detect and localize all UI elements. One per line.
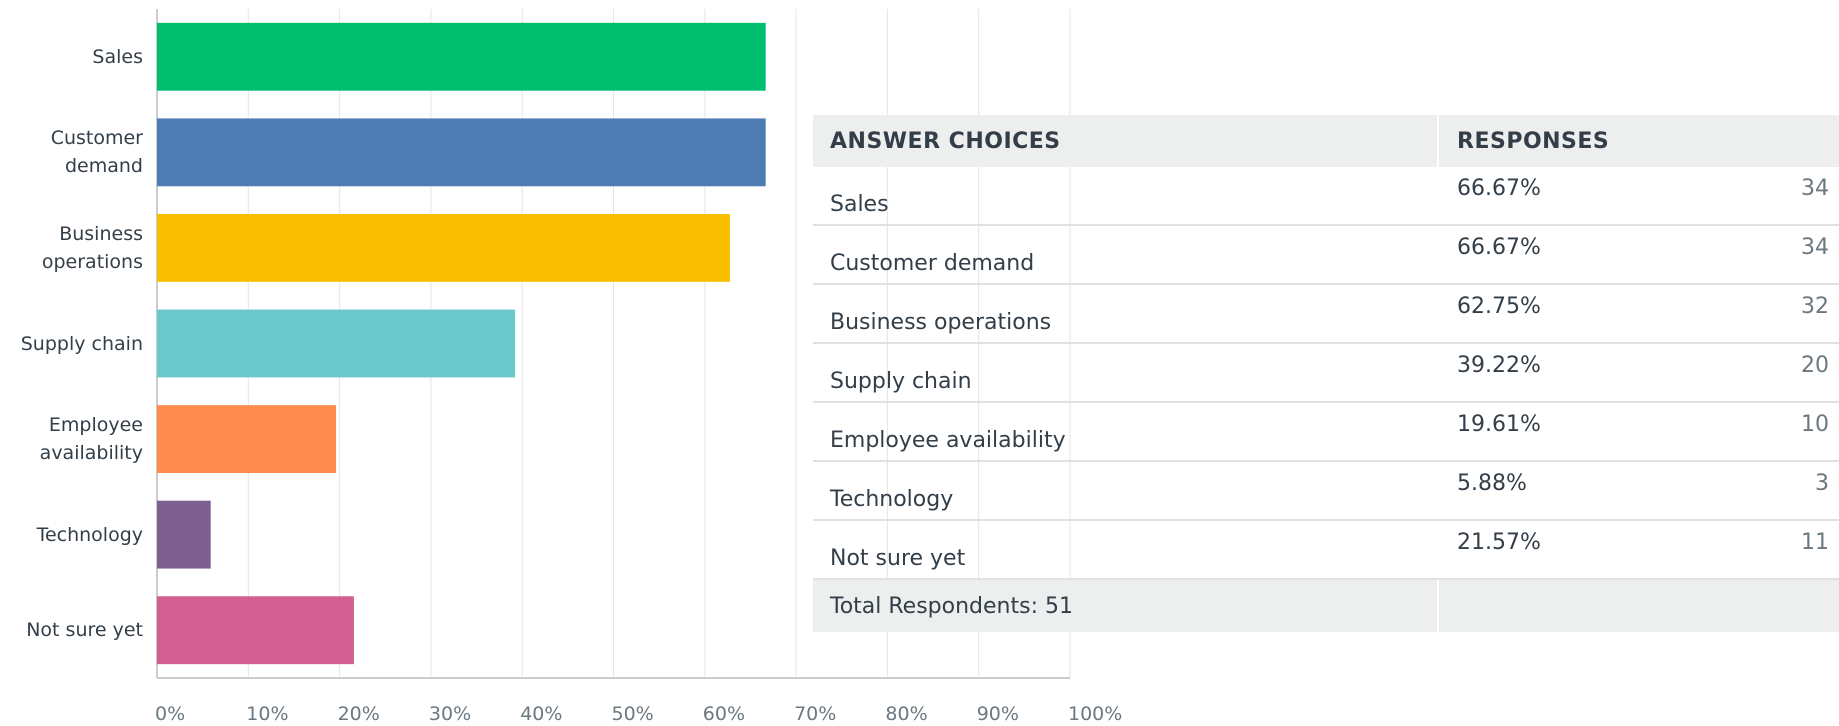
row-border (813, 460, 1839, 462)
answer-choice: Employee availability (830, 428, 1066, 453)
y-tick-label: Technology (36, 523, 143, 546)
row-border (813, 342, 1839, 344)
answer-choice: Technology (830, 487, 954, 512)
response-count: 34 (1801, 175, 1829, 201)
x-tick-label: 30% (429, 703, 471, 725)
x-tick-label: 0% (155, 703, 185, 725)
y-tick-label: Business operations (41, 222, 143, 273)
bar (157, 214, 730, 282)
response-count: 32 (1801, 293, 1829, 319)
response-percent: 66.67% (1457, 234, 1541, 260)
x-tick-label: 100% (1068, 703, 1122, 725)
x-tick-label: 60% (703, 703, 745, 725)
x-tick-label: 70% (794, 703, 836, 725)
answer-choice: Business operations (830, 310, 1052, 335)
bar (157, 118, 766, 187)
x-tick-label: 90% (977, 703, 1019, 725)
bar (157, 500, 211, 569)
row-border (813, 519, 1839, 521)
y-tick-label: Supply chain (20, 332, 143, 355)
response-count: 11 (1801, 529, 1829, 555)
bar (157, 22, 766, 91)
row-border (813, 224, 1839, 226)
response-percent: 19.61% (1457, 411, 1541, 437)
y-tick-label: Customer demand (50, 127, 143, 178)
header-cell: RESPONSES (1439, 115, 1839, 167)
row-border (813, 401, 1839, 403)
row-border (813, 283, 1839, 285)
row-border (813, 578, 1839, 580)
bar (157, 309, 516, 378)
bar (157, 596, 354, 665)
header-cell: ANSWER CHOICES (813, 115, 1437, 167)
answer-choice: Not sure yet (830, 546, 966, 571)
y-tick-label: Not sure yet (26, 619, 143, 642)
bar (157, 405, 337, 473)
response-percent: 62.75% (1457, 293, 1541, 319)
y-tick-label: Employee availability (39, 414, 143, 465)
total-row (1439, 580, 1839, 632)
x-tick-label: 10% (246, 703, 288, 725)
answer-choice: Sales (830, 192, 889, 217)
response-count: 10 (1801, 411, 1829, 437)
response-percent: 39.22% (1457, 352, 1541, 378)
response-count: 20 (1801, 352, 1829, 378)
x-tick-label: 20% (338, 703, 380, 725)
response-percent: 66.67% (1457, 175, 1541, 201)
response-count: 34 (1801, 234, 1829, 260)
response-percent: 5.88% (1457, 470, 1527, 496)
answer-choice: Customer demand (830, 251, 1035, 276)
x-tick-label: 80% (885, 703, 927, 725)
answer-choice: Supply chain (830, 369, 972, 394)
total-row: Total Respondents: 51 (813, 580, 1437, 632)
response-percent: 21.57% (1457, 529, 1541, 555)
y-tick-label: Sales (92, 45, 143, 68)
response-count: 3 (1815, 470, 1829, 496)
x-tick-label: 40% (520, 703, 562, 725)
x-tick-label: 50% (612, 703, 654, 725)
